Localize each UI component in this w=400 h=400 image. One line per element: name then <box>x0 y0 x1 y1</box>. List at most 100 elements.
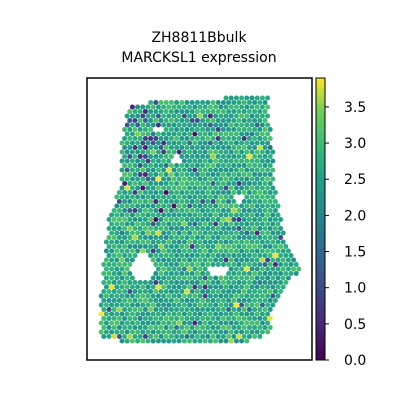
expression-spot <box>116 280 122 285</box>
expression-spot <box>187 203 193 209</box>
expression-spot <box>114 248 120 254</box>
expression-spot <box>233 248 239 254</box>
expression-spot <box>231 217 237 222</box>
expression-spot <box>129 185 135 191</box>
expression-spot <box>109 275 115 281</box>
expression-spot <box>158 190 164 195</box>
expression-spot <box>161 158 167 164</box>
expression-spot <box>278 271 284 276</box>
expression-spot <box>181 185 187 191</box>
expression-spot <box>148 280 154 285</box>
expression-spot <box>171 131 177 137</box>
expression-spot <box>119 320 125 326</box>
expression-spot <box>114 230 120 236</box>
expression-spot <box>239 311 245 317</box>
expression-spot <box>244 329 250 335</box>
expression-spot <box>233 239 239 245</box>
expression-spot <box>194 307 200 312</box>
expression-spot <box>244 131 250 137</box>
colorbar-tick-label: 1.0 <box>344 281 366 297</box>
expression-spot <box>220 235 226 240</box>
expression-spot <box>101 262 107 267</box>
expression-spot <box>259 329 265 335</box>
expression-spot <box>168 163 174 168</box>
expression-spot <box>228 203 234 209</box>
expression-spot <box>132 127 138 132</box>
expression-spot <box>166 113 172 119</box>
expression-spot <box>218 122 224 128</box>
expression-spot <box>171 239 177 245</box>
expression-spot <box>124 284 130 290</box>
expression-spot <box>257 199 263 204</box>
expression-spot <box>145 239 151 245</box>
expression-spot <box>267 253 273 258</box>
expression-spot <box>187 104 193 110</box>
expression-spot <box>145 293 151 299</box>
expression-spot <box>267 217 273 222</box>
expression-spot <box>135 311 141 317</box>
expression-spot <box>114 284 120 290</box>
expression-spot <box>171 338 177 344</box>
expression-spot <box>184 145 190 150</box>
expression-spot <box>236 181 242 186</box>
expression-spot <box>158 109 164 114</box>
expression-spot <box>226 244 232 249</box>
expression-spot <box>207 302 213 308</box>
expression-spot <box>226 109 232 114</box>
expression-spot <box>168 289 174 294</box>
expression-spot <box>270 302 276 308</box>
expression-spot <box>174 145 180 150</box>
expression-spot <box>181 338 187 344</box>
expression-spot <box>140 104 146 110</box>
expression-spot <box>291 266 297 272</box>
expression-spot <box>239 149 245 155</box>
expression-spot <box>187 230 193 236</box>
expression-spot <box>257 262 263 267</box>
expression-spot <box>270 293 276 299</box>
expression-spot <box>244 275 250 281</box>
expression-spot <box>111 280 117 285</box>
expression-spot <box>111 334 117 339</box>
expression-spot <box>246 325 252 330</box>
expression-spot <box>145 338 151 344</box>
expression-spot <box>174 316 180 321</box>
expression-spot <box>122 262 128 267</box>
expression-spot <box>176 122 182 128</box>
expression-spot <box>231 145 237 150</box>
expression-spot <box>132 154 138 159</box>
expression-spot <box>181 293 187 299</box>
expression-spot <box>135 239 141 245</box>
expression-spot <box>231 181 237 186</box>
expression-spot <box>166 149 172 155</box>
expression-spot <box>239 131 245 137</box>
expression-spot <box>210 262 216 267</box>
expression-spot <box>137 163 143 168</box>
expression-spot <box>184 181 190 186</box>
expression-spot <box>181 194 187 200</box>
expression-spot <box>150 239 156 245</box>
expression-spot <box>122 253 128 258</box>
expression-spot <box>137 181 143 186</box>
expression-spot <box>187 239 193 245</box>
expression-spot <box>161 284 167 290</box>
expression-spot <box>132 118 138 123</box>
expression-spot <box>109 320 115 326</box>
expression-spot <box>111 325 117 330</box>
expression-spot <box>200 163 206 168</box>
expression-spot <box>249 203 255 209</box>
expression-spot <box>262 199 268 204</box>
expression-spot <box>179 208 185 213</box>
expression-spot <box>236 127 242 132</box>
expression-spot <box>132 190 138 195</box>
expression-spot <box>148 109 154 114</box>
expression-spot <box>194 127 200 132</box>
expression-spot <box>142 154 148 159</box>
expression-spot <box>114 329 120 335</box>
expression-spot <box>233 203 239 209</box>
expression-spot <box>174 118 180 123</box>
expression-spot <box>176 320 182 326</box>
expression-spot <box>267 199 273 204</box>
expression-spot <box>155 221 161 227</box>
expression-spot <box>176 248 182 254</box>
